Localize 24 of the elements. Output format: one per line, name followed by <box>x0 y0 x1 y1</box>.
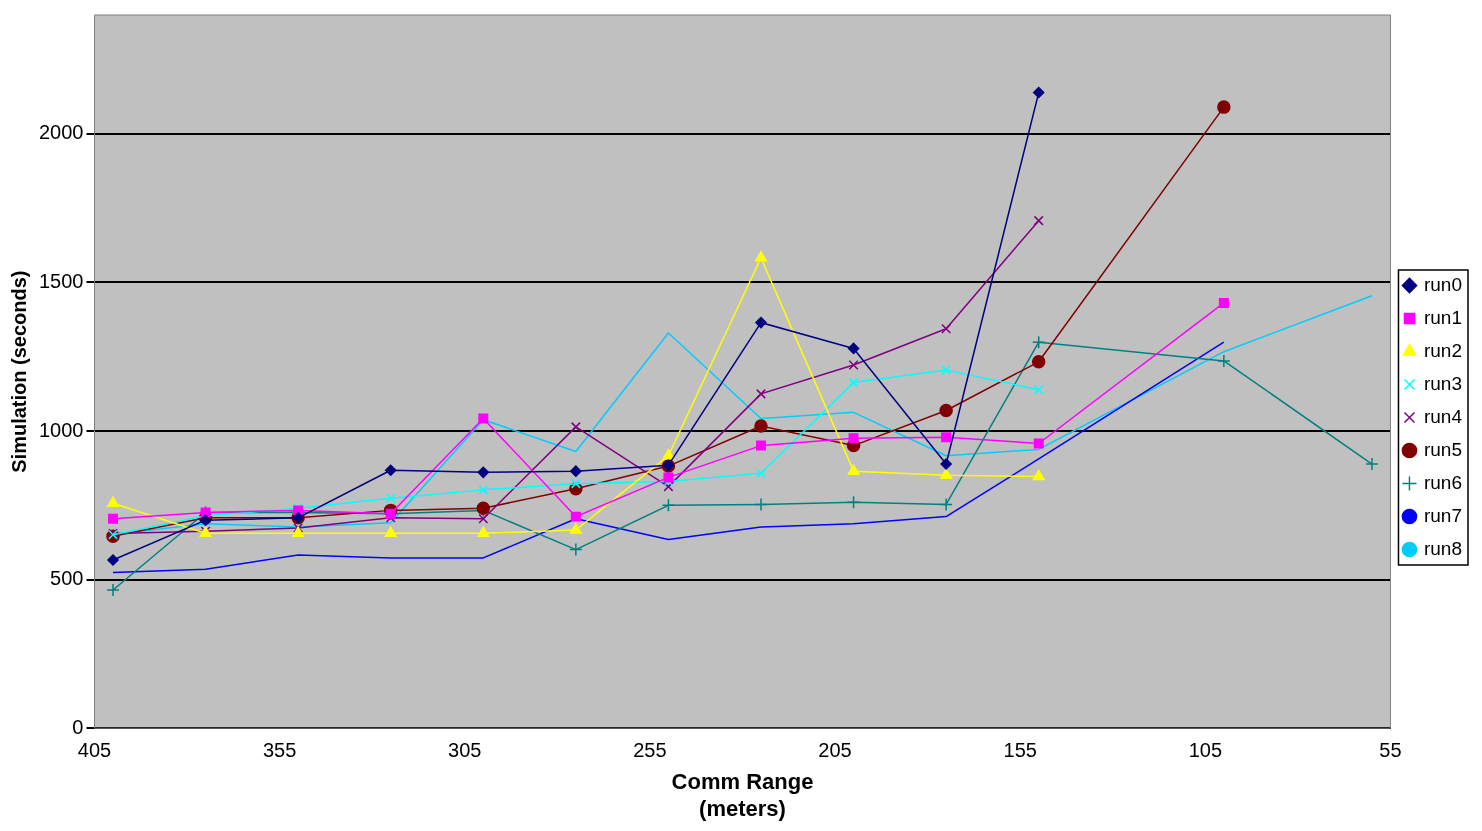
x-tick-label: 305 <box>448 738 482 761</box>
legend-label: run5 <box>1423 438 1462 460</box>
legend-label: run0 <box>1423 273 1462 295</box>
x-tick-label: 105 <box>1188 738 1223 761</box>
legend-label: run3 <box>1423 372 1462 394</box>
x-tick-label: 355 <box>262 738 297 761</box>
y-tick-label: 2000 <box>38 121 84 144</box>
y-tick-label: 500 <box>50 567 84 590</box>
legend-label: run2 <box>1423 339 1462 361</box>
y-axis-title: Simulation (seconds) <box>7 270 30 473</box>
x-tick-label: 205 <box>818 738 852 761</box>
legend-label: run1 <box>1423 306 1462 328</box>
legend-label: run4 <box>1423 405 1463 427</box>
x-tick-label: 255 <box>633 738 667 761</box>
y-tick-label: 0 <box>72 715 84 738</box>
legend-label: run7 <box>1423 504 1462 526</box>
x-tick-label: 155 <box>1003 738 1037 761</box>
x-tick-label: 405 <box>77 738 112 761</box>
legend-label: run6 <box>1423 471 1462 493</box>
y-tick-label: 1500 <box>38 269 84 292</box>
x-axis-title: Comm Range (meters) <box>671 769 814 821</box>
legend-label: run8 <box>1423 537 1462 559</box>
y-tick-label: 1000 <box>38 418 84 441</box>
x-tick-label: 55 <box>1379 738 1402 761</box>
